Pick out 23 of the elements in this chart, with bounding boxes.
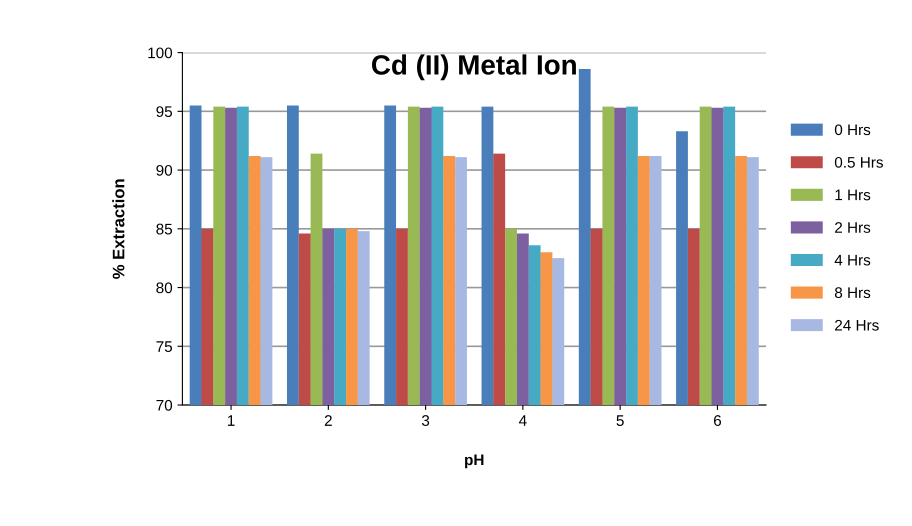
x-tick-label: 5 [616,415,624,426]
y-tick-label: 90 [156,164,172,176]
x-axis-title: pH [465,454,484,468]
legend-label: 24 Hrs [835,320,879,331]
legend-label: 8 Hrs [834,287,870,298]
legend-label: 2 Hrs [835,222,870,233]
y-tick-label: 85 [156,224,172,234]
x-tick-label: 3 [422,415,430,426]
x-tick-label: 1 [228,415,235,426]
chart-title: Cd (II) Metal Ion [372,54,576,80]
legend-label: 0.5 Hrs [834,156,883,168]
x-tick-label: 4 [518,415,527,426]
y-tick-label: 95 [156,106,172,118]
y-tick-label: 100 [148,47,172,58]
y-tick-label: 70 [156,400,172,411]
y-tick-label: 75 [156,341,172,352]
x-tick-label: 2 [324,415,332,426]
legend-label: 4 Hrs [834,254,870,266]
y-tick-label: 80 [156,282,172,294]
x-tick-label: 6 [714,415,722,426]
legend-label: 0 Hrs [834,124,870,136]
y-axis-title: % Extraction [112,179,124,279]
legend-label: 1 Hrs [835,190,870,200]
